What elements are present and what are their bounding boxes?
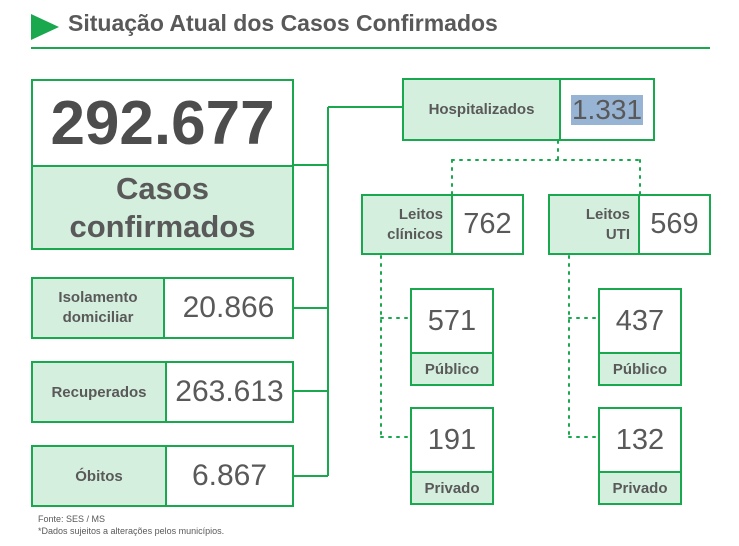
leitos-uti-value: 569 bbox=[640, 196, 709, 253]
title-underline bbox=[31, 47, 710, 49]
recuperados-box: Recuperados 263.613 bbox=[31, 361, 294, 423]
footer-source: Fonte: SES / MS bbox=[38, 514, 106, 524]
isolamento-label: Isolamento domiciliar bbox=[33, 279, 165, 337]
uti-privado-box: 132 Privado bbox=[598, 407, 682, 505]
clinicos-privado-label: Privado bbox=[412, 471, 492, 503]
leitos-uti-box: Leitos UTI 569 bbox=[548, 194, 711, 255]
uti-publico-box: 437 Público bbox=[598, 288, 682, 386]
recuperados-value: 263.613 bbox=[167, 363, 292, 421]
uti-publico-value: 437 bbox=[600, 290, 680, 352]
isolamento-value: 20.866 bbox=[165, 279, 292, 337]
leitos-clinicos-box: Leitos clínicos 762 bbox=[361, 194, 524, 255]
obitos-box: Óbitos 6.867 bbox=[31, 445, 294, 507]
obitos-value: 6.867 bbox=[167, 447, 292, 505]
cases-confirmed-box: 292.677 Casos confirmados bbox=[31, 79, 294, 250]
clinicos-publico-label: Público bbox=[412, 352, 492, 384]
clinicos-publico-value: 571 bbox=[412, 290, 492, 352]
cases-confirmed-value: 292.677 bbox=[33, 81, 292, 165]
hospitalizados-label: Hospitalizados bbox=[404, 80, 561, 139]
cases-confirmed-label: Casos confirmados bbox=[33, 165, 292, 248]
isolamento-box: Isolamento domiciliar 20.866 bbox=[31, 277, 294, 339]
footer-note: *Dados sujeitos a alterações pelos munic… bbox=[38, 526, 225, 536]
page-title: Situação Atual dos Casos Confirmados bbox=[68, 10, 498, 36]
leitos-clinicos-label: Leitos clínicos bbox=[363, 196, 453, 253]
obitos-label: Óbitos bbox=[33, 447, 167, 505]
clinicos-publico-box: 571 Público bbox=[410, 288, 494, 386]
uti-privado-label: Privado bbox=[600, 471, 680, 503]
play-triangle-icon bbox=[31, 14, 59, 40]
clinicos-privado-box: 191 Privado bbox=[410, 407, 494, 505]
leitos-uti-label: Leitos UTI bbox=[550, 196, 640, 253]
hospitalizados-value: 1.331 bbox=[561, 80, 653, 139]
hospitalizados-value-text: 1.331 bbox=[570, 93, 644, 125]
uti-publico-label: Público bbox=[600, 352, 680, 384]
clinicos-privado-value: 191 bbox=[412, 409, 492, 471]
uti-privado-value: 132 bbox=[600, 409, 680, 471]
leitos-clinicos-value: 762 bbox=[453, 196, 522, 253]
recuperados-label: Recuperados bbox=[33, 363, 167, 421]
hospitalizados-box: Hospitalizados 1.331 bbox=[402, 78, 655, 141]
